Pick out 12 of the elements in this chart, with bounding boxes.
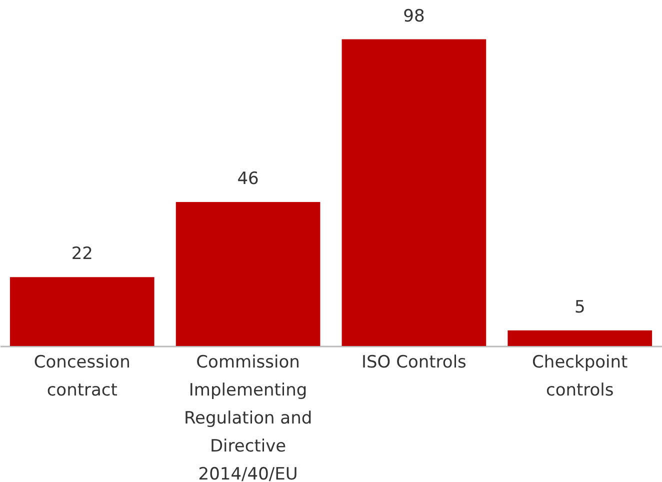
- bar: [342, 39, 486, 346]
- data-label: 46: [237, 169, 259, 190]
- bar: [176, 202, 320, 346]
- bar: [10, 277, 154, 346]
- data-label: 98: [403, 6, 425, 26]
- x-tick-label: Commission Implementing Regulation and Directive 2014/40/EU: [184, 352, 312, 482]
- x-tick-label: ISO Controls: [362, 352, 467, 372]
- data-label: 22: [71, 244, 93, 264]
- x-tick-label: Checkpoint controls: [532, 352, 628, 400]
- bar: [508, 330, 652, 346]
- x-tick-label: Concession contract: [34, 352, 130, 400]
- data-label: 5: [574, 297, 586, 318]
